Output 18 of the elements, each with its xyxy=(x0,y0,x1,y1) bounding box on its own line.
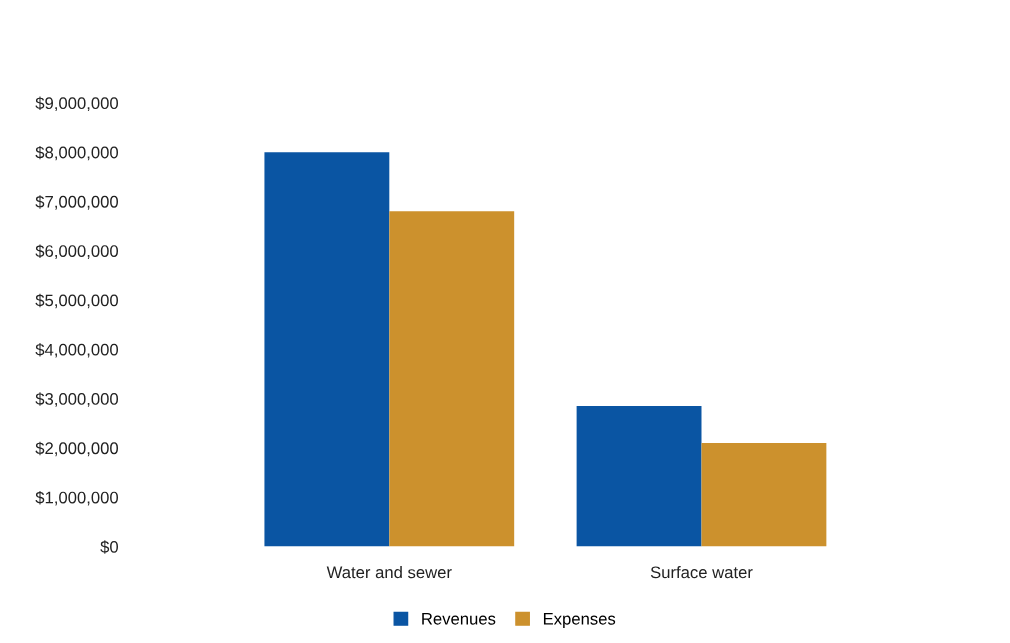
legend-label: Revenues xyxy=(422,613,496,625)
y-tick-label: $6,000,000 xyxy=(35,244,119,259)
y-tick-label: $3,000,000 xyxy=(35,392,119,407)
y-tick-label: $4,000,000 xyxy=(35,343,119,358)
bar xyxy=(701,443,827,547)
y-tick-label: $1,000,000 xyxy=(35,490,119,506)
y-tick-label: $0 xyxy=(100,540,119,554)
x-tick-label: Surface water xyxy=(650,566,753,579)
x-tick-label: Water and sewer xyxy=(326,565,452,579)
bar xyxy=(389,211,515,547)
bar xyxy=(264,152,390,547)
y-tick-label: $8,000,000 xyxy=(35,145,119,161)
legend-label: Expenses xyxy=(543,613,616,628)
bar xyxy=(576,406,702,547)
y-tick-label: $5,000,000 xyxy=(35,293,119,309)
y-tick-label: $7,000,000 xyxy=(35,195,119,210)
y-tick-label: $9,000,000 xyxy=(35,96,119,112)
y-tick-label: $2,000,000 xyxy=(35,441,119,457)
